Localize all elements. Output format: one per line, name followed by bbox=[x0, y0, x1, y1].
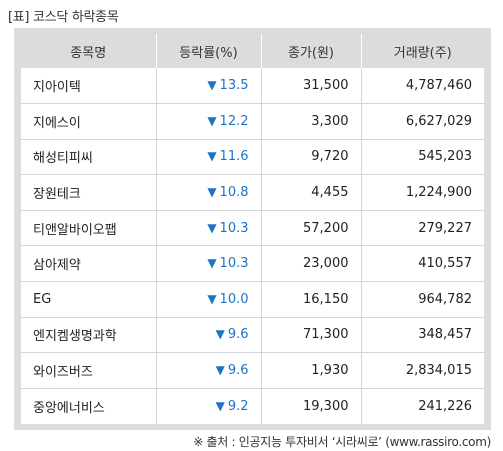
change-value: 10.0 bbox=[219, 291, 249, 307]
stock-name: EG bbox=[21, 281, 156, 318]
stock-name: 지아이텍 bbox=[33, 80, 81, 96]
closing-price: 1,930 bbox=[260, 352, 361, 389]
table-caption: [표] 코스닥 하락종목 bbox=[8, 10, 119, 25]
source-note: ※ 출처 : 인공지능 투자비서 ‘시라씨로’ (www.rassiro.com… bbox=[193, 435, 491, 449]
change-cell: ▼ 9.6 bbox=[155, 352, 261, 389]
trading-volume: 1,224,900 bbox=[360, 174, 484, 211]
trading-volume: 2,834,015 bbox=[360, 352, 484, 389]
down-triangle-icon: ▼ bbox=[215, 398, 225, 413]
table-row: 중앙에너비스 ▼ 9.2 19,300 241,226 bbox=[21, 387, 484, 424]
closing-price: 71,300 bbox=[260, 316, 361, 353]
stock-name: 엔지켐생명과학 bbox=[21, 316, 156, 353]
trading-volume: 410,557 bbox=[360, 245, 484, 282]
table-row: 엔지켐생명과학 ▼ 9.6 71,300 348,457 bbox=[21, 316, 484, 353]
down-triangle-icon: ▼ bbox=[215, 363, 225, 378]
change-value: 9.2 bbox=[227, 398, 249, 414]
table-row: 지에스이 ▼ 12.2 3,300 6,627,029 bbox=[21, 103, 484, 140]
trading-volume: 241,226 bbox=[360, 387, 484, 424]
table-frame: 종목명 등락률(%) 종가(원) 거래량(주) 지아이텍 ▼ 13.5 31,500 4… bbox=[14, 28, 491, 430]
trading-volume: 4,787,460 bbox=[360, 68, 484, 104]
stock-name: 지에스이 bbox=[21, 103, 156, 140]
table-row: 장원테크 ▼ 10.8 4,455 1,224,900 bbox=[21, 174, 484, 211]
header-row: 종목명 등락률(%) 종가(원) 거래량(주) bbox=[21, 34, 484, 68]
change-cell: ▼ 13.5 bbox=[155, 68, 261, 104]
trading-volume: 6,627,029 bbox=[360, 103, 484, 140]
down-triangle-icon: ▼ bbox=[207, 291, 217, 306]
header-price: 종가(원) bbox=[260, 34, 361, 68]
closing-price: 57,200 bbox=[260, 209, 361, 246]
down-triangle-icon: ▼ bbox=[207, 149, 217, 164]
table-row: 지아이텍 ▼ 13.5 31,500 4,787,460 bbox=[21, 68, 484, 104]
closing-price: 3,300 bbox=[260, 103, 361, 140]
change-cell: ▼ 10.3 bbox=[155, 209, 261, 246]
trading-volume: 348,457 bbox=[360, 316, 484, 353]
stock-name: 중앙에너비스 bbox=[21, 387, 156, 424]
trading-volume: 964,782 bbox=[360, 281, 484, 318]
down-triangle-icon: ▼ bbox=[207, 78, 217, 93]
header-change: 등락률(%) bbox=[155, 34, 261, 68]
closing-price: 16,150 bbox=[260, 281, 361, 318]
header-name: 종목명 bbox=[21, 34, 156, 68]
table-row: 삼아제약 ▼ 10.3 23,000 410,557 bbox=[21, 245, 484, 282]
change-cell: ▼ 12.2 bbox=[155, 103, 261, 140]
stock-name: 삼아제약 bbox=[21, 245, 156, 282]
trading-volume: 545,203 bbox=[360, 138, 484, 175]
change-value: 11.6 bbox=[219, 149, 249, 165]
change-value: 13.5 bbox=[219, 78, 249, 94]
down-triangle-icon: ▼ bbox=[207, 113, 217, 128]
change-value: 10.8 bbox=[219, 185, 249, 201]
down-triangle-icon: ▼ bbox=[207, 220, 217, 235]
change-value: 9.6 bbox=[227, 327, 249, 343]
down-triangle-icon: ▼ bbox=[207, 185, 217, 200]
stock-name: 장원테크 bbox=[21, 174, 156, 211]
change-value: 9.6 bbox=[227, 363, 249, 379]
down-triangle-icon: ▼ bbox=[207, 256, 217, 271]
change-cell: ▼ 11.6 bbox=[155, 138, 261, 175]
change-cell: ▼ 10.3 bbox=[155, 245, 261, 282]
change-value: 10.3 bbox=[219, 220, 249, 236]
header-volume: 거래량(주) bbox=[360, 34, 484, 68]
closing-price: 4,455 bbox=[260, 174, 361, 211]
closing-price: 9,720 bbox=[260, 138, 361, 175]
change-cell: ▼ 9.2 bbox=[155, 387, 261, 424]
closing-price: 31,500 bbox=[260, 68, 361, 104]
change-value: 12.2 bbox=[219, 113, 249, 129]
closing-price: 19,300 bbox=[260, 387, 361, 424]
stock-name: 와이즈버즈 bbox=[21, 352, 156, 389]
table-row: 티앤알바이오팹 ▼ 10.3 57,200 279,227 bbox=[21, 209, 484, 246]
stock-name: 티앤알바이오팹 bbox=[21, 209, 156, 246]
change-cell: ▼ 10.8 bbox=[155, 174, 261, 211]
trading-volume: 279,227 bbox=[360, 209, 484, 246]
change-cell: ▼ 9.6 bbox=[155, 316, 261, 353]
closing-price: 23,000 bbox=[260, 245, 361, 282]
table-row: 해성티피씨 ▼ 11.6 9,720 545,203 bbox=[21, 138, 484, 175]
table-row: 와이즈버즈 ▼ 9.6 1,930 2,834,015 bbox=[21, 352, 484, 389]
stock-table: 종목명 등락률(%) 종가(원) 거래량(주) 지아이텍 ▼ 13.5 31,500 4… bbox=[21, 34, 484, 424]
change-value: 10.3 bbox=[219, 256, 249, 272]
stock-name: 해성티피씨 bbox=[21, 138, 156, 175]
change-cell: ▼ 10.0 bbox=[155, 281, 261, 318]
table-row: EG ▼ 10.0 16,150 964,782 bbox=[21, 281, 484, 318]
down-triangle-icon: ▼ bbox=[215, 327, 225, 342]
